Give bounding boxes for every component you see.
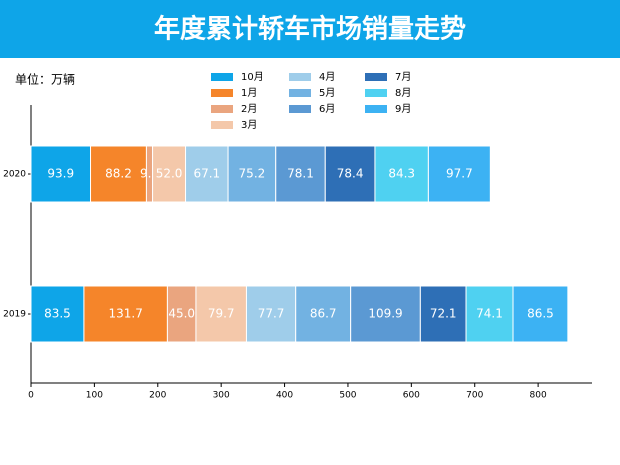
legend-label: 9月 bbox=[395, 103, 411, 115]
value-label: 131.7 bbox=[108, 307, 142, 321]
legend-swatch bbox=[289, 89, 311, 97]
legend-swatch bbox=[365, 89, 387, 97]
legend-label: 4月 bbox=[319, 71, 335, 83]
bar-segment bbox=[83, 285, 168, 343]
bar-segment bbox=[350, 285, 421, 343]
title-bar bbox=[0, 0, 620, 58]
legend-label: 7月 bbox=[395, 71, 411, 83]
value-label: 84.3 bbox=[388, 167, 415, 181]
value-label: 75.2 bbox=[239, 167, 266, 181]
x-tick-label: 700 bbox=[466, 391, 483, 401]
legend-swatch bbox=[211, 73, 233, 81]
x-tick-label: 800 bbox=[530, 391, 547, 401]
legend-swatch bbox=[211, 105, 233, 113]
value-label: 86.7 bbox=[310, 307, 337, 321]
bar-segment bbox=[419, 285, 467, 343]
bar-segment bbox=[512, 285, 569, 343]
y-tick-label: 2020 bbox=[3, 170, 26, 180]
value-label: 45.0 bbox=[168, 307, 195, 321]
value-label: 109.9 bbox=[368, 307, 402, 321]
bar-segment bbox=[227, 145, 277, 203]
x-tick-label: 0 bbox=[28, 391, 34, 401]
legend-label: 10月 bbox=[241, 71, 264, 83]
legend-swatch bbox=[365, 73, 387, 81]
x-tick-label: 500 bbox=[339, 391, 356, 401]
legend-swatch bbox=[211, 89, 233, 97]
bar-segment bbox=[275, 145, 326, 203]
unit-label: 单位：万辆 bbox=[15, 72, 75, 87]
x-tick-label: 400 bbox=[276, 391, 293, 401]
x-tick-label: 200 bbox=[149, 391, 166, 401]
y-tick-label: 2019 bbox=[3, 310, 26, 320]
legend-swatch bbox=[289, 73, 311, 81]
bar-segment bbox=[30, 145, 92, 203]
value-label: 86.5 bbox=[527, 307, 554, 321]
legend-label: 6月 bbox=[319, 103, 335, 115]
legend-swatch bbox=[211, 121, 233, 129]
chart-title: 年度累计轿车市场销量走势 bbox=[154, 14, 466, 45]
legend-label: 2月 bbox=[241, 103, 257, 115]
bar-segment bbox=[30, 285, 85, 343]
bar-segment bbox=[245, 285, 297, 343]
x-tick-label: 300 bbox=[213, 391, 230, 401]
value-label: 52.0 bbox=[156, 167, 183, 181]
bar-segment bbox=[324, 145, 376, 203]
bar-segment bbox=[427, 145, 491, 203]
bar-segment bbox=[465, 285, 514, 343]
value-label: 79.7 bbox=[208, 307, 235, 321]
value-label: 97.7 bbox=[446, 167, 473, 181]
value-label: 78.4 bbox=[337, 167, 364, 181]
legend-swatch bbox=[365, 105, 387, 113]
value-label: 83.5 bbox=[44, 307, 71, 321]
value-label: 77.7 bbox=[258, 307, 285, 321]
x-tick-label: 100 bbox=[86, 391, 103, 401]
legend-swatch bbox=[289, 105, 311, 113]
bar-segment bbox=[195, 285, 247, 343]
legend-label: 8月 bbox=[395, 87, 411, 99]
legend-label: 3月 bbox=[241, 119, 257, 131]
bar-segment bbox=[166, 285, 197, 343]
legend-label: 1月 bbox=[241, 87, 257, 99]
value-label: 74.1 bbox=[476, 307, 503, 321]
x-tick-label: 600 bbox=[403, 391, 420, 401]
value-label: 88.2 bbox=[105, 167, 132, 181]
value-label: 67.1 bbox=[193, 167, 220, 181]
legend-label: 5月 bbox=[319, 87, 335, 99]
value-label: 93.9 bbox=[47, 167, 74, 181]
value-label: 72.1 bbox=[430, 307, 457, 321]
value-label: 78.1 bbox=[287, 167, 314, 181]
